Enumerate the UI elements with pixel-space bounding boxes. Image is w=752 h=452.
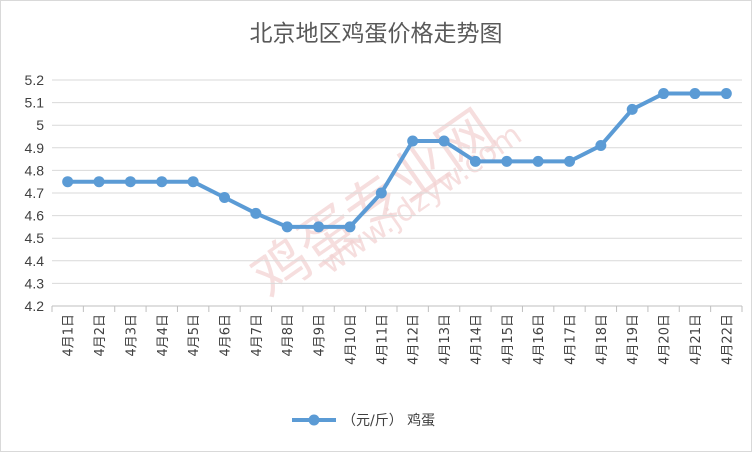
y-axis: 4.2 4.3 4.4 4.5 4.6 4.7 4.8 4.9 5 5.1 5.2	[25, 72, 45, 314]
data-point	[595, 140, 607, 152]
x-tick-label: 4月18日	[595, 314, 610, 365]
data-point	[438, 135, 450, 147]
x-tick-label: 4月8日	[281, 314, 296, 357]
data-point	[250, 207, 262, 219]
data-point	[532, 155, 544, 167]
data-point	[313, 221, 325, 233]
legend-label: （元/斤） 鸡蛋	[342, 412, 435, 429]
x-tick-label: 4月1日	[62, 314, 77, 357]
data-point	[62, 176, 74, 188]
y-tick-label: 4.7	[25, 185, 45, 201]
x-tick-label: 4月7日	[250, 314, 265, 357]
x-tick-label: 4月12日	[407, 314, 422, 365]
x-tick-label: 4月6日	[219, 314, 234, 357]
x-tick-label: 4月9日	[313, 314, 328, 357]
x-tick-label: 4月22日	[720, 314, 735, 365]
data-point	[344, 221, 356, 233]
x-tick-label: 4月4日	[156, 314, 171, 357]
grid-lines	[52, 79, 742, 307]
y-tick-label: 4.2	[25, 298, 45, 314]
y-tick-label: 5.2	[25, 72, 45, 88]
data-point	[626, 103, 638, 115]
data-point	[124, 176, 136, 188]
y-tick-label: 5	[36, 117, 44, 133]
data-point	[156, 176, 168, 188]
data-point	[469, 155, 481, 167]
data-point	[219, 192, 230, 204]
x-tick-label: 4月15日	[501, 314, 516, 365]
x-axis: 4月1日 4月2日 4月3日 4月4日 4月5日 4月6日 4月7日 4月8日 4月9日 4月10…	[51, 305, 743, 365]
data-point	[407, 135, 419, 147]
data-point	[501, 155, 513, 167]
data-point	[93, 176, 105, 188]
chart-title: 北京地区鸡蛋价格走势图	[249, 21, 503, 47]
watermark: 鸡蛋专业网 www.jdzyw.com	[241, 98, 529, 312]
x-tick-label: 4月19日	[626, 314, 641, 365]
x-tick-label: 4月10日	[344, 314, 359, 365]
x-tick-label: 4月3日	[124, 314, 139, 357]
y-tick-label: 4.4	[25, 253, 45, 269]
x-tick-label: 4月2日	[93, 314, 108, 357]
x-tick-label: 4月21日	[689, 314, 704, 365]
data-point	[281, 221, 293, 233]
y-tick-label: 4.8	[25, 162, 45, 178]
data-point	[187, 176, 199, 188]
legend-marker	[308, 414, 320, 426]
series-line	[67, 91, 727, 229]
series-group	[62, 88, 732, 233]
x-tick-label: 4月13日	[438, 314, 453, 365]
x-tick-label: 4月11日	[375, 314, 390, 365]
x-tick-label: 4月14日	[469, 314, 484, 365]
data-point	[689, 88, 701, 100]
y-tick-label: 4.5	[25, 230, 45, 246]
y-tick-label: 4.9	[25, 140, 45, 156]
x-tick-label: 4月20日	[658, 314, 673, 365]
data-point	[658, 88, 670, 100]
y-tick-label: 4.6	[25, 208, 45, 224]
data-point	[720, 88, 732, 100]
x-tick-label: 4月5日	[187, 314, 202, 357]
legend: （元/斤） 鸡蛋	[292, 412, 435, 429]
y-tick-label: 4.3	[25, 275, 45, 291]
data-point	[375, 187, 387, 199]
x-tick-label: 4月17日	[564, 314, 579, 365]
y-tick-label: 5.1	[25, 95, 45, 111]
x-tick-label: 4月16日	[532, 314, 547, 365]
data-point	[564, 155, 575, 167]
watermark-line1: 鸡蛋专业网	[241, 98, 508, 312]
